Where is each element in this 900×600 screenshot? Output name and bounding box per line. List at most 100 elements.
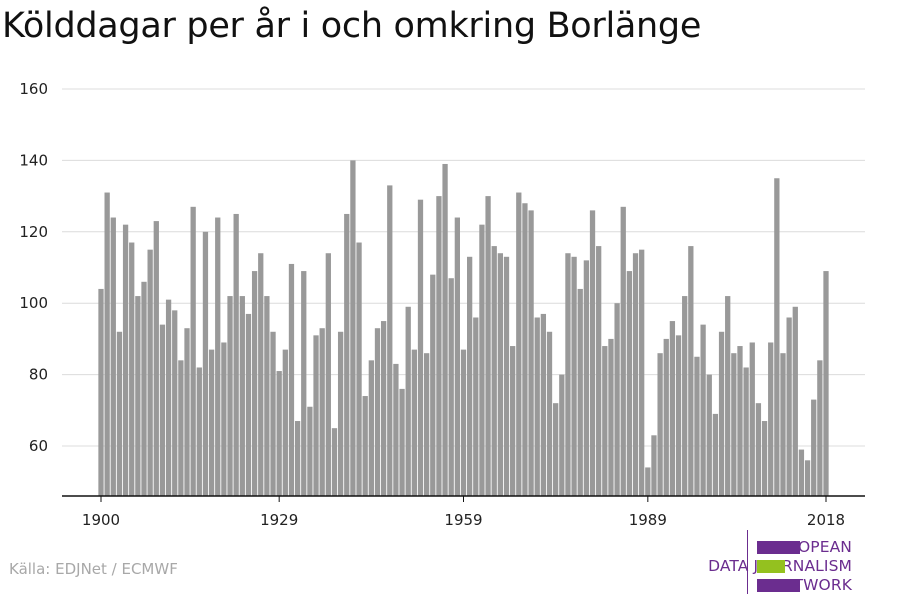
- bar-1961: [473, 317, 479, 496]
- bar-1946: [380, 321, 387, 496]
- y-tick-label: 160: [19, 80, 48, 98]
- chart-title: Kölddagar per år i och omkring Borlänge: [2, 6, 702, 46]
- x-tick-label: 1900: [82, 511, 120, 529]
- bar-1979: [583, 260, 590, 496]
- bar-1939: [337, 331, 344, 496]
- bar-1930: [282, 349, 288, 496]
- bar-1971: [534, 317, 540, 496]
- bar-1911: [165, 299, 172, 496]
- bar-1998: [700, 324, 706, 496]
- edjnet-logo: EUROPEAN DATA JOURNALISM NETWORK: [700, 530, 900, 600]
- bar-1926: [258, 253, 264, 496]
- bar-1932: [294, 421, 301, 496]
- y-axis: 60 80 100 120 140 160: [19, 80, 48, 455]
- bar-1957: [448, 278, 454, 496]
- bar-1967: [510, 346, 516, 496]
- bar-1964: [491, 246, 497, 496]
- x-tick-label: 1959: [444, 511, 482, 529]
- bar-1950: [405, 306, 411, 496]
- logo-bar-green: [757, 560, 785, 573]
- bar-1913: [178, 360, 184, 496]
- bar-1989: [645, 467, 651, 496]
- bar-1902: [110, 217, 116, 497]
- bar-1955: [436, 196, 442, 496]
- bar-1943: [362, 396, 368, 496]
- bar-1975: [559, 374, 565, 496]
- bar-1925: [251, 271, 258, 496]
- logo-divider: [747, 530, 748, 594]
- bar-1907: [141, 281, 147, 496]
- y-tick-label: 60: [29, 437, 48, 455]
- bar-2007: [755, 403, 762, 496]
- bar-1993: [669, 321, 676, 496]
- x-tick-label: 2018: [807, 511, 845, 529]
- bar-1983: [608, 338, 614, 496]
- bar-2005: [743, 367, 749, 496]
- bar-1962: [479, 224, 485, 496]
- bar-1935: [313, 335, 319, 496]
- bar-1928: [270, 331, 276, 496]
- bar-1903: [116, 331, 123, 496]
- bar-2015: [804, 460, 811, 496]
- bar-1958: [454, 217, 460, 497]
- bar-1909: [153, 221, 159, 496]
- x-tick-label: 1989: [629, 511, 667, 529]
- bar-1952: [417, 199, 424, 496]
- bar-1968: [516, 192, 522, 496]
- bar-1942: [356, 242, 362, 496]
- bar-1988: [639, 249, 645, 496]
- bar-1919: [215, 217, 221, 497]
- bar-1965: [497, 253, 504, 496]
- bar-1951: [411, 349, 417, 496]
- logo-bar-purple-top: [757, 541, 800, 554]
- bar-1940: [344, 213, 350, 496]
- bar-1934: [307, 406, 313, 496]
- bar-1922: [233, 213, 239, 496]
- bar-1916: [196, 367, 202, 496]
- bar-1990: [651, 435, 657, 496]
- bar-1956: [442, 163, 448, 496]
- bar-1906: [135, 296, 141, 496]
- bar-2003: [731, 353, 737, 496]
- bar-1992: [663, 338, 669, 496]
- bar-1960: [467, 256, 473, 496]
- bar-1917: [202, 231, 209, 497]
- bars: [98, 160, 829, 497]
- bar-1941: [350, 160, 356, 496]
- y-tick-label: 140: [19, 151, 48, 169]
- y-tick-label: 120: [19, 223, 48, 241]
- bar-1947: [387, 185, 393, 497]
- y-tick-label: 80: [29, 366, 48, 384]
- bar-2017: [817, 360, 823, 496]
- bar-1986: [626, 271, 633, 496]
- bar-1991: [657, 353, 663, 496]
- bar-1996: [688, 246, 694, 496]
- bar-2011: [780, 353, 786, 496]
- bar-2006: [749, 342, 755, 496]
- bar-1918: [208, 349, 215, 496]
- bar-1931: [288, 263, 295, 496]
- bar-1912: [172, 310, 178, 496]
- bar-1966: [503, 256, 510, 496]
- bar-1936: [319, 328, 325, 496]
- bar-2018: [823, 271, 829, 496]
- bar-1977: [571, 256, 577, 496]
- bar-1981: [596, 246, 602, 496]
- x-tick-label: 1929: [260, 511, 298, 529]
- bar-1921: [227, 296, 233, 496]
- bar-2010: [774, 178, 780, 496]
- bar-1987: [632, 253, 639, 496]
- x-axis: 1900 1929 1959 1989 2018: [62, 495, 865, 529]
- bar-1995: [682, 296, 688, 496]
- bar-1978: [577, 288, 583, 496]
- bar-1963: [485, 196, 491, 496]
- bar-2001: [718, 331, 725, 496]
- bar-2013: [792, 306, 798, 496]
- bar-1923: [239, 296, 245, 496]
- bar-1908: [147, 249, 153, 496]
- bar-2004: [737, 346, 743, 496]
- bar-1972: [540, 313, 547, 496]
- bar-1953: [423, 353, 430, 496]
- bar-1973: [546, 331, 553, 496]
